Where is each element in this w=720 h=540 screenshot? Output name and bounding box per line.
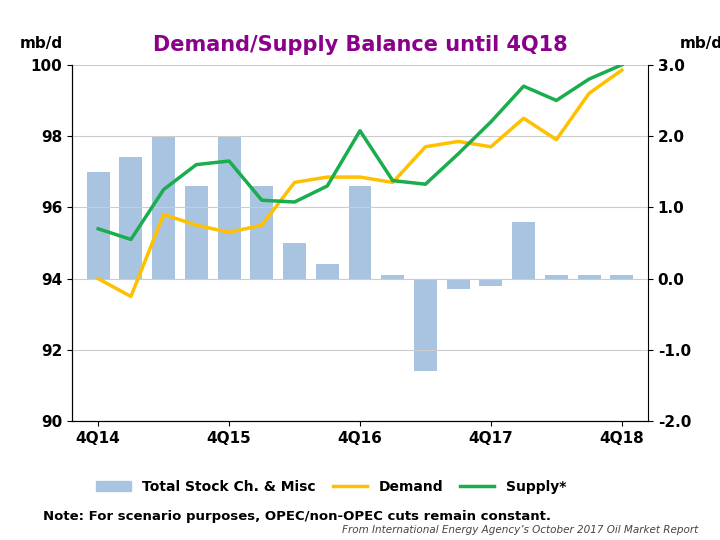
Bar — [316, 265, 338, 279]
Legend: Total Stock Ch. & Misc, Demand, Supply*: Total Stock Ch. & Misc, Demand, Supply* — [91, 475, 572, 500]
Bar — [283, 243, 306, 279]
Bar — [414, 279, 437, 372]
Bar — [120, 158, 143, 279]
Bar — [611, 275, 634, 279]
Bar — [86, 172, 109, 279]
Bar — [512, 221, 535, 279]
Text: From International Energy Agency’s October 2017 Oil Market Report: From International Energy Agency’s Octob… — [342, 524, 698, 535]
Text: mb/d: mb/d — [20, 36, 63, 51]
Text: Note: For scenario purposes, OPEC/non-OPEC cuts remain constant.: Note: For scenario purposes, OPEC/non-OP… — [43, 510, 552, 523]
Bar — [217, 136, 240, 279]
Bar — [545, 275, 568, 279]
Bar — [185, 186, 208, 279]
Bar — [480, 279, 503, 286]
Bar — [577, 275, 600, 279]
Bar — [348, 186, 372, 279]
Title: Demand/Supply Balance until 4Q18: Demand/Supply Balance until 4Q18 — [153, 35, 567, 55]
Text: mb/d: mb/d — [680, 36, 720, 51]
Bar — [251, 186, 274, 279]
Bar — [382, 275, 404, 279]
Bar — [152, 136, 175, 279]
Bar — [446, 279, 469, 289]
